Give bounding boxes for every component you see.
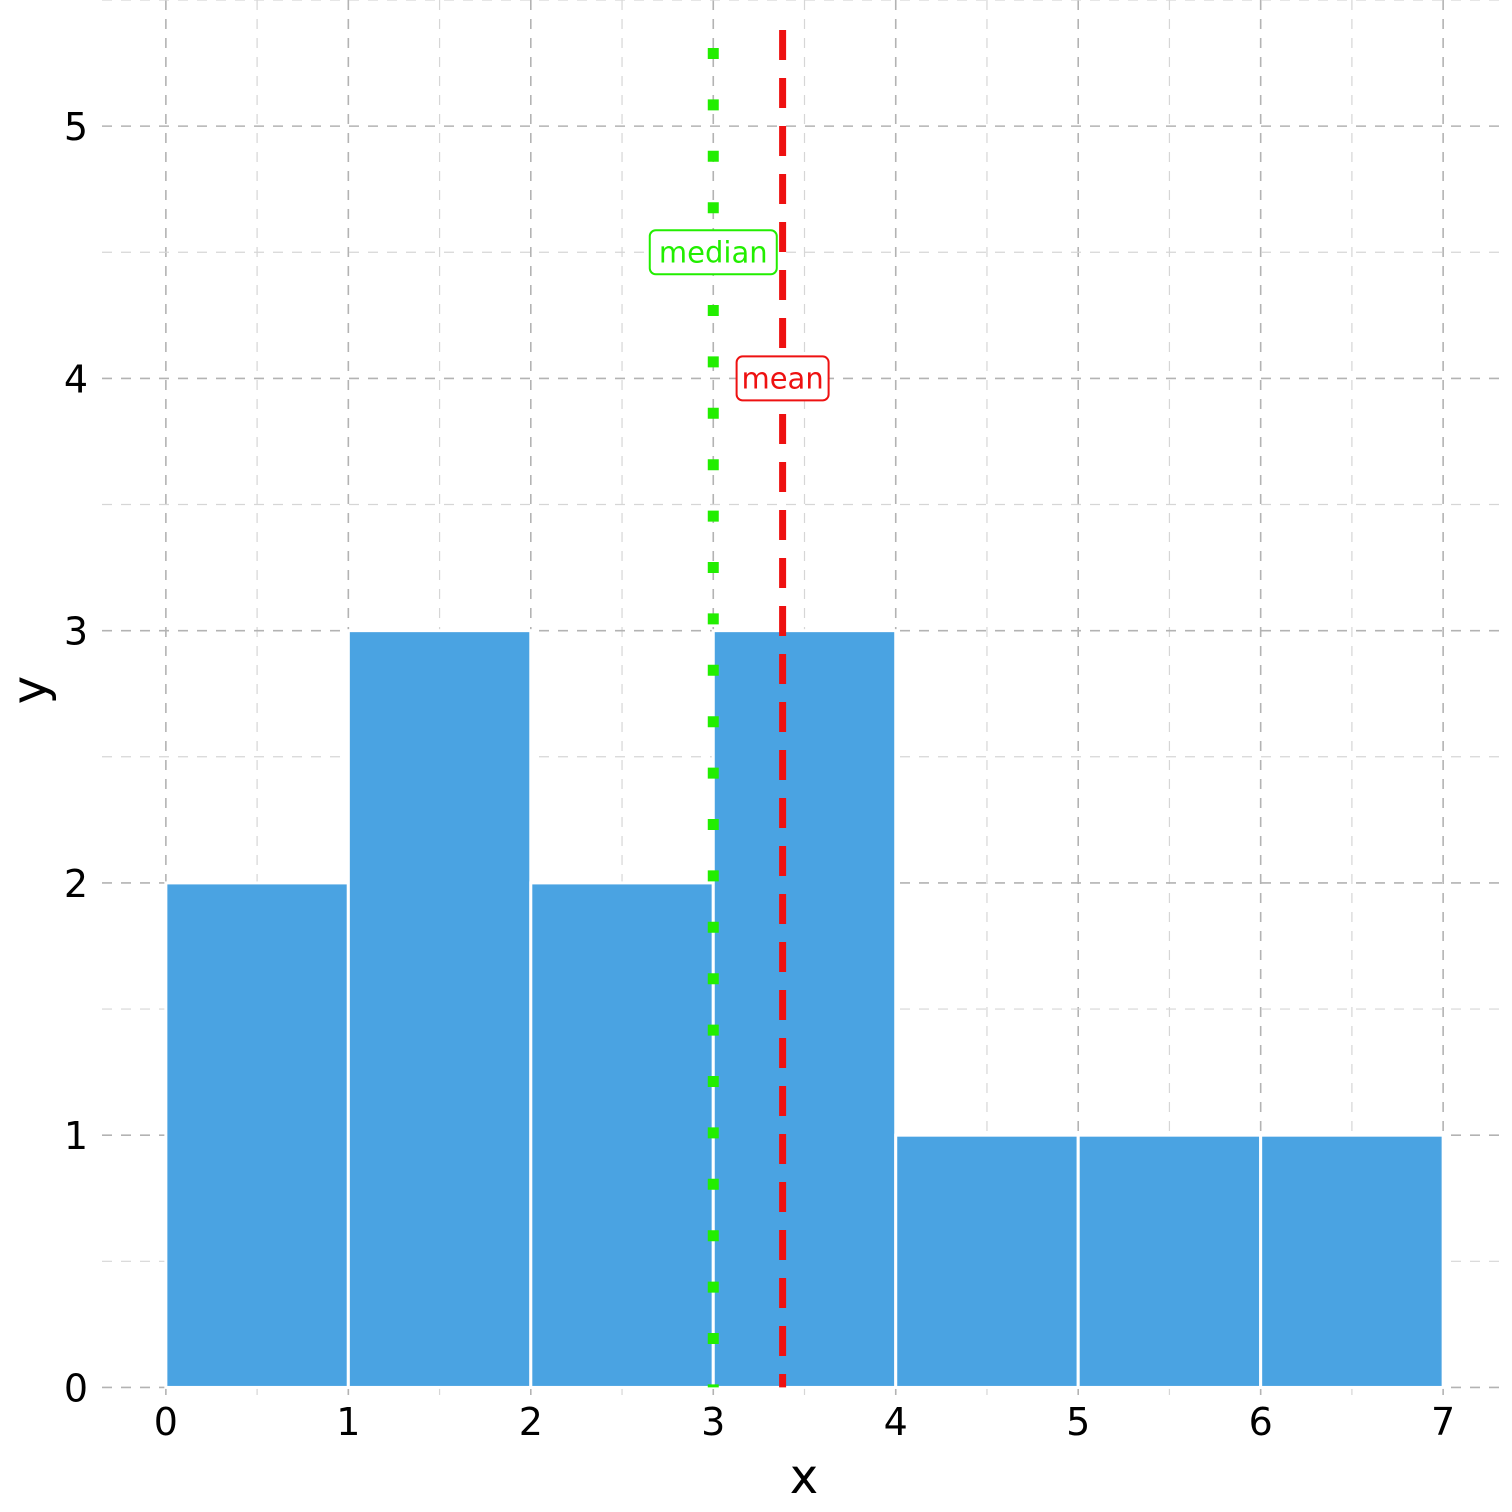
histogram-bar: [529, 881, 715, 1389]
x-tick-label: 6: [1249, 1400, 1273, 1444]
x-tick-label: 4: [884, 1400, 908, 1444]
x-tick-label: 1: [336, 1400, 360, 1444]
mean-label-box: [735, 355, 830, 402]
y-tick-label: 1: [64, 1114, 88, 1158]
x-axis-title: x: [790, 1449, 818, 1505]
histogram-bar: [894, 1133, 1080, 1389]
y-tick-label: 0: [64, 1366, 88, 1410]
y-tick-label: 3: [64, 610, 88, 654]
histogram-bar: [1259, 1133, 1445, 1389]
median-label-text: median: [659, 235, 768, 269]
histogram-bar: [1076, 1133, 1263, 1389]
x-tick-label: 5: [1066, 1400, 1090, 1444]
mean-label: mean: [735, 355, 830, 402]
histogram-bar: [711, 629, 898, 1389]
x-tick-label: 0: [154, 1400, 178, 1444]
y-tick-label: 5: [64, 105, 88, 149]
histogram-bar: [346, 629, 533, 1389]
mean-label-text: mean: [741, 361, 823, 395]
reference-lines: median mean: [648, 30, 830, 1388]
y-axis-ticks: 0 1 2 3 4 5: [64, 105, 88, 1410]
y-tick-label: 2: [64, 862, 88, 906]
median-label-box: [648, 229, 778, 276]
y-axis-title: y: [2, 676, 58, 704]
x-tick-label: 3: [701, 1400, 725, 1444]
x-axis-ticks: 0 1 2 3 4 5 6 7: [154, 1400, 1455, 1444]
x-tick-label: 7: [1431, 1400, 1455, 1444]
y-tick-label: 4: [64, 357, 88, 401]
histogram-bar: [164, 881, 350, 1389]
median-label: median: [648, 229, 778, 276]
histogram-bars: [164, 629, 1445, 1389]
x-tick-label: 2: [519, 1400, 543, 1444]
